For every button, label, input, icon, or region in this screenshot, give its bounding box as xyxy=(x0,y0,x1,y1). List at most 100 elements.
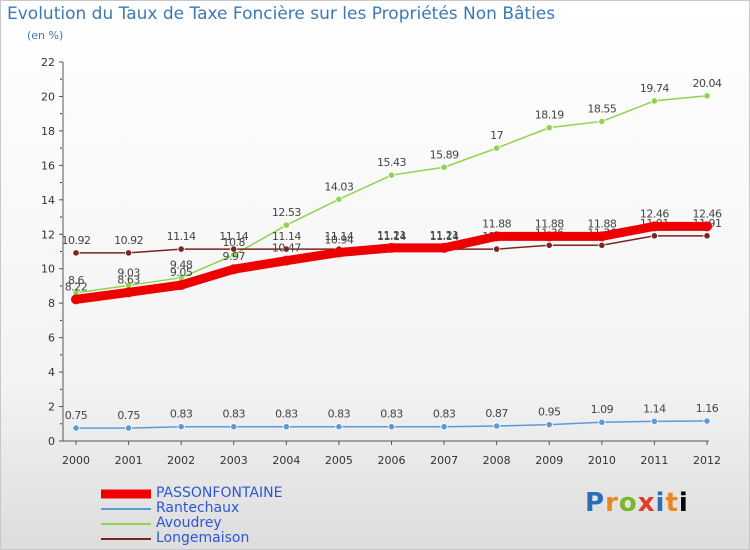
data-label-avoudrey-2008: 17 xyxy=(490,129,503,142)
logo-letter: o xyxy=(618,488,638,518)
chart-subtitle: (en %) xyxy=(27,29,64,42)
data-label-passonfontaine-2001: 8.63 xyxy=(117,273,140,286)
data-label-avoudrey-2011: 19.74 xyxy=(640,82,669,95)
point-rantechaux-2000 xyxy=(72,424,80,432)
data-label-passonfontaine-2004: 10.47 xyxy=(272,242,301,255)
y-tick-label-4: 4 xyxy=(48,366,55,379)
y-tick-label-18: 18 xyxy=(41,125,55,138)
y-tick-label-10: 10 xyxy=(41,263,55,276)
point-longemaison-2010 xyxy=(598,241,606,249)
point-passonfontaine-2003 xyxy=(228,264,239,275)
data-label-longemaison-2004: 11.14 xyxy=(272,230,301,243)
y-tick-label-8: 8 xyxy=(48,297,55,310)
x-tick-label-2004: 2004 xyxy=(272,454,300,467)
data-label-passonfontaine-2005: 10.94 xyxy=(324,234,353,247)
data-label-rantechaux-2011: 1.14 xyxy=(643,402,666,415)
data-label-passonfontaine-2003: 9.97 xyxy=(223,250,246,263)
legend-label-passonfontaine: PASSONFONTAINE xyxy=(156,485,283,501)
data-label-passonfontaine-2007: 11.21 xyxy=(430,229,459,242)
y-tick-label-14: 14 xyxy=(41,194,55,207)
point-rantechaux-2007 xyxy=(440,423,448,431)
data-label-rantechaux-2000: 0.75 xyxy=(65,409,88,422)
data-label-longemaison-2006: 11.14 xyxy=(377,230,406,243)
legend-label-rantechaux: Rantechaux xyxy=(156,500,240,516)
logo-letter: t xyxy=(665,488,679,518)
point-longemaison-2001 xyxy=(124,249,133,257)
point-avoudrey-2007 xyxy=(440,163,448,171)
data-label-avoudrey-2003: 10.8 xyxy=(223,236,246,249)
point-rantechaux-2004 xyxy=(282,423,290,431)
data-label-passonfontaine-2000: 8.22 xyxy=(65,280,88,293)
data-label-rantechaux-2009: 0.95 xyxy=(538,406,561,419)
legend-label-longemaison: Longemaison xyxy=(156,530,250,546)
point-avoudrey-2012 xyxy=(703,92,711,100)
x-tick-label-2003: 2003 xyxy=(220,454,248,467)
point-avoudrey-2011 xyxy=(650,97,659,105)
point-rantechaux-2006 xyxy=(387,423,396,431)
point-longemaison-2008 xyxy=(493,245,501,253)
x-tick-label-2005: 2005 xyxy=(325,454,353,467)
x-tick-label-2002: 2002 xyxy=(167,454,195,467)
data-label-passonfontaine-2008: 11.88 xyxy=(482,217,511,230)
data-label-avoudrey-2001: 9.03 xyxy=(117,266,140,279)
data-label-rantechaux-2010: 1.09 xyxy=(591,403,614,416)
data-label-passonfontaine-2002: 9.05 xyxy=(170,266,193,279)
point-longemaison-2000 xyxy=(72,249,80,257)
data-label-avoudrey-2006: 15.43 xyxy=(377,156,406,169)
point-passonfontaine-2001 xyxy=(123,287,134,298)
data-label-avoudrey-2007: 15.89 xyxy=(430,148,459,161)
point-longemaison-2012 xyxy=(703,232,711,240)
point-rantechaux-2010 xyxy=(598,418,606,426)
data-label-rantechaux-2003: 0.83 xyxy=(223,408,246,421)
point-passonfontaine-2007 xyxy=(439,242,450,253)
y-tick-label-20: 20 xyxy=(41,90,55,103)
point-passonfontaine-2002 xyxy=(176,280,187,291)
point-passonfontaine-2006 xyxy=(386,242,397,253)
data-label-rantechaux-2005: 0.83 xyxy=(328,408,351,421)
x-tick-label-2010: 2010 xyxy=(588,454,616,467)
point-longemaison-2003 xyxy=(230,245,238,253)
logo-letter: i xyxy=(655,488,666,518)
point-passonfontaine-2005 xyxy=(333,247,344,258)
point-longemaison-2002 xyxy=(177,245,185,253)
data-label-avoudrey-2002: 9.48 xyxy=(170,259,193,272)
point-rantechaux-2001 xyxy=(124,424,133,432)
point-longemaison-2009 xyxy=(545,241,553,249)
data-label-avoudrey-2004: 12.53 xyxy=(272,206,301,219)
logo-letter: i xyxy=(678,488,689,518)
point-passonfontaine-2004 xyxy=(281,255,292,266)
point-rantechaux-2012 xyxy=(703,417,711,425)
x-tick-label-2012: 2012 xyxy=(693,454,721,467)
data-label-passonfontaine-2009: 11.88 xyxy=(535,217,564,230)
x-tick-label-2001: 2001 xyxy=(115,454,143,467)
point-avoudrey-2009 xyxy=(545,124,553,132)
point-passonfontaine-2008 xyxy=(491,231,502,242)
data-label-longemaison-2005: 11.14 xyxy=(324,230,353,243)
data-label-rantechaux-2008: 0.87 xyxy=(485,407,508,420)
data-label-avoudrey-2012: 20.04 xyxy=(693,77,722,90)
point-passonfontaine-2009 xyxy=(544,231,555,242)
y-tick-label-6: 6 xyxy=(48,332,55,345)
legend-swatch-longemaison xyxy=(101,537,151,540)
legend-swatch-avoudrey xyxy=(101,522,151,525)
point-rantechaux-2003 xyxy=(230,423,238,431)
x-tick-label-2011: 2011 xyxy=(640,454,668,467)
point-passonfontaine-2012 xyxy=(702,221,712,232)
data-label-passonfontaine-2006: 11.21 xyxy=(377,229,406,242)
data-label-longemaison-2000: 10.92 xyxy=(62,234,91,247)
x-tick-label-2008: 2008 xyxy=(483,454,511,467)
proxiti-logo: Proxiti xyxy=(585,488,689,518)
data-label-avoudrey-2009: 18.19 xyxy=(535,109,564,122)
point-passonfontaine-2000 xyxy=(71,294,81,305)
point-rantechaux-2008 xyxy=(493,422,501,430)
data-label-avoudrey-2005: 14.03 xyxy=(324,180,353,193)
data-label-rantechaux-2006: 0.83 xyxy=(380,408,403,421)
point-longemaison-2004 xyxy=(282,245,290,253)
data-label-rantechaux-2007: 0.83 xyxy=(433,408,456,421)
x-tick-label-2007: 2007 xyxy=(430,454,458,467)
point-rantechaux-2002 xyxy=(177,423,185,431)
data-label-longemaison-2007: 11.14 xyxy=(430,230,459,243)
x-tick-label-2000: 2000 xyxy=(62,454,90,467)
data-label-passonfontaine-2010: 11.88 xyxy=(587,217,616,230)
